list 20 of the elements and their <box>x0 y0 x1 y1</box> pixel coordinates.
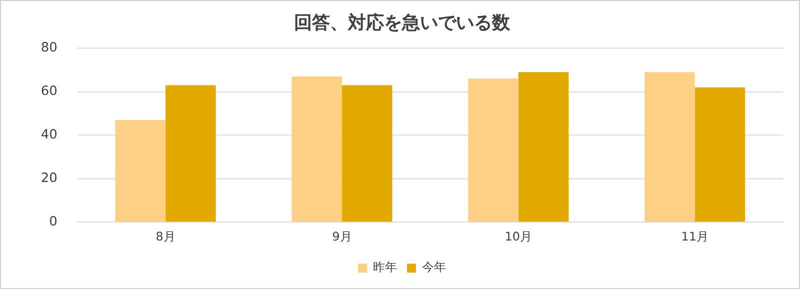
x-tick-label: 8月 <box>156 229 176 244</box>
y-tick-label: 40 <box>40 128 58 143</box>
y-tick-label: 0 <box>49 214 58 230</box>
chart-title: 回答、対応を急いでいる数 <box>294 12 512 34</box>
x-tick-label: 10月 <box>504 229 532 244</box>
legend-label: 昨年 <box>373 260 398 274</box>
bar <box>115 120 166 222</box>
bar <box>644 72 695 222</box>
bar <box>342 85 392 222</box>
x-tick-label: 11月 <box>681 229 708 244</box>
legend-label: 今年 <box>422 260 446 274</box>
x-tick-label: 9月 <box>332 229 352 244</box>
bar <box>518 72 569 222</box>
bar <box>694 87 746 222</box>
y-tick-label: 80 <box>40 40 58 56</box>
bar <box>292 76 342 222</box>
y-tick-label: 60 <box>40 84 58 100</box>
bar <box>166 85 216 222</box>
y-tick-label: 20 <box>40 170 58 186</box>
bar <box>468 78 518 222</box>
